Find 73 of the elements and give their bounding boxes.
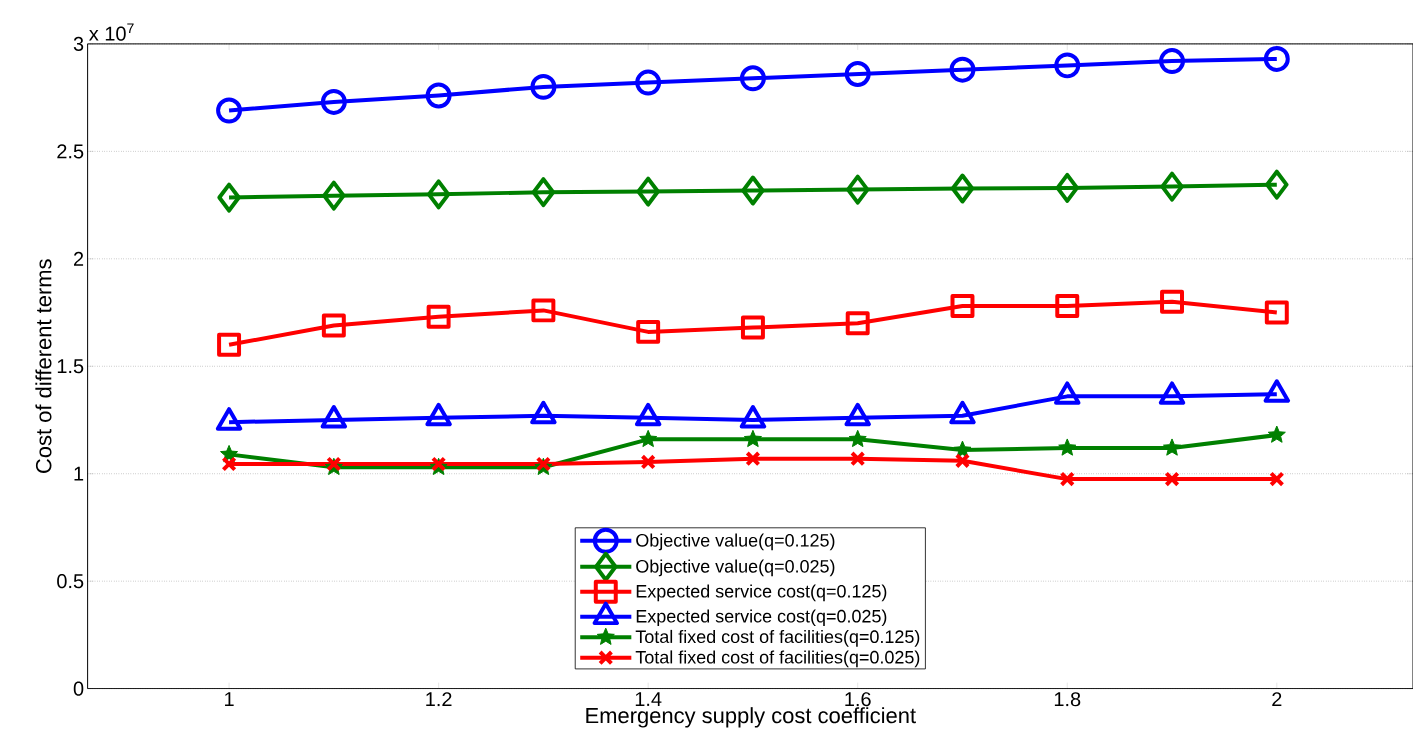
x-tick-label: 1.2 xyxy=(426,692,452,707)
point xyxy=(217,333,242,357)
legend-label: Objective value(q=0.025) xyxy=(636,559,835,577)
y-tick-label: 2 xyxy=(73,252,84,267)
point xyxy=(1055,173,1079,204)
y-tick-label: 1.5 xyxy=(57,359,84,374)
point xyxy=(216,97,243,124)
point xyxy=(217,182,241,213)
point xyxy=(950,173,975,204)
legend-label: Objective value(q=0.125) xyxy=(636,533,835,551)
text: x 10$^{7}$ xyxy=(89,23,134,41)
point xyxy=(636,176,660,207)
legend-label: Expected service cost(q=0.125) xyxy=(636,584,887,602)
x-tick-label: 1.4 xyxy=(635,692,662,707)
point xyxy=(1267,425,1286,444)
point xyxy=(741,175,765,206)
point xyxy=(953,440,972,459)
point xyxy=(531,298,556,323)
point xyxy=(535,456,552,472)
point xyxy=(743,430,762,448)
point xyxy=(1164,471,1180,487)
point xyxy=(1162,438,1182,456)
point xyxy=(326,456,342,472)
point xyxy=(949,56,976,83)
point xyxy=(1264,300,1289,325)
point xyxy=(639,430,658,448)
point xyxy=(1269,471,1285,487)
x-tick-label: 1 xyxy=(225,692,234,707)
point xyxy=(845,174,870,205)
point xyxy=(740,315,765,340)
point xyxy=(321,313,346,338)
point xyxy=(425,82,452,109)
point xyxy=(739,65,766,92)
x-tick-label: 2 xyxy=(1272,692,1282,707)
point xyxy=(1058,438,1077,456)
point xyxy=(430,456,447,472)
point xyxy=(1054,52,1081,79)
point xyxy=(320,89,347,116)
point xyxy=(745,451,761,467)
point xyxy=(322,180,346,211)
x-axis-title: Emergency supply cost coefficient xyxy=(586,707,916,728)
point xyxy=(844,61,871,88)
y-tick-label: 0.5 xyxy=(57,574,84,589)
point xyxy=(636,320,661,345)
legend-label: Expected service cost(q=0.025) xyxy=(636,609,887,627)
y-tick-label: 3 xyxy=(73,37,84,52)
point xyxy=(635,69,662,96)
point xyxy=(1160,171,1184,202)
point xyxy=(850,451,866,467)
point xyxy=(530,74,557,101)
point xyxy=(221,456,237,472)
point xyxy=(950,294,975,319)
y-tick-label: 0 xyxy=(73,681,84,696)
point xyxy=(954,453,971,469)
point xyxy=(426,179,451,210)
point xyxy=(1159,48,1186,75)
point xyxy=(845,311,870,336)
point xyxy=(1059,471,1075,487)
point xyxy=(1263,46,1290,73)
point xyxy=(1055,294,1080,319)
legend-label: Total fixed cost of facilities(q=0.125) xyxy=(635,630,920,647)
point xyxy=(531,177,556,208)
legend-label: Total fixed cost of facilities(q=0.025) xyxy=(635,650,920,668)
y-tick-label: 2.5 xyxy=(57,144,84,159)
y-axis-title: Cost of different terms xyxy=(35,259,52,474)
point xyxy=(640,454,656,470)
point xyxy=(426,305,451,330)
point xyxy=(1265,169,1289,200)
y-tick-label: 1 xyxy=(74,467,84,481)
x-tick-label: 1.8 xyxy=(1054,692,1081,707)
point xyxy=(1160,290,1185,315)
x-tick-label: 1.6 xyxy=(845,692,871,707)
point xyxy=(848,430,867,448)
